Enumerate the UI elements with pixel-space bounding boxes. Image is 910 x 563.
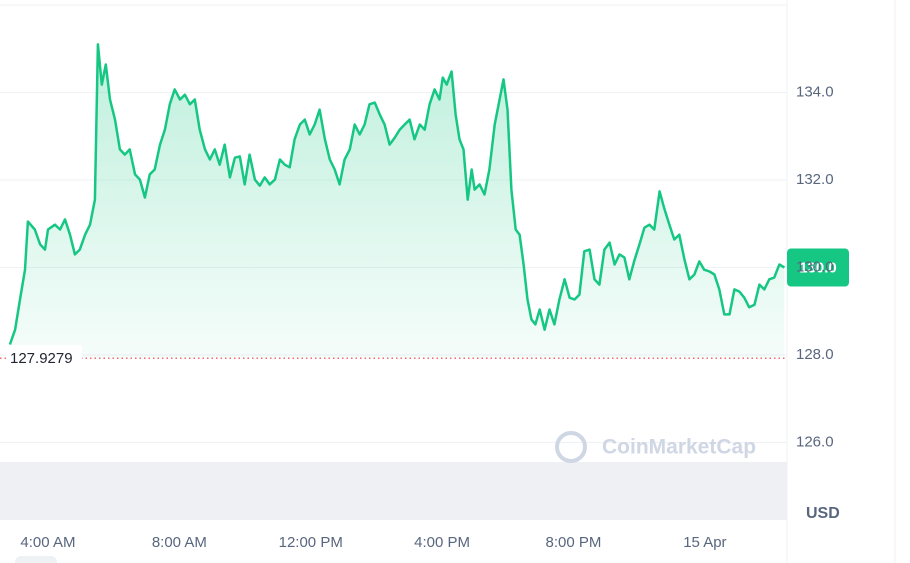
reference-label: 127.9279 [10,350,73,367]
current-price-label: 130.0 [799,260,837,277]
y-tick-label: 134.0 [796,83,834,100]
x-tick-label: 8:00 AM [152,534,207,551]
pill [15,556,57,563]
price-line [8,43,786,345]
reference-label-bg [6,345,82,370]
x-tick-label: 12:00 PM [279,534,343,551]
x-tick-label: 4:00 PM [414,534,470,551]
volume-area [0,462,787,520]
y-tick-label: 128.0 [796,346,834,363]
x-tick-label: 8:00 PM [546,534,602,551]
watermark-text: CoinMarketCap [602,436,756,459]
price-area [9,44,785,359]
currency-label: USD [806,505,840,522]
y-tick-label: 126.0 [796,434,834,451]
watermark: CoinMarketCap [555,431,756,463]
y-tick-label: 130.0 [796,259,834,276]
current-price-box [787,248,849,287]
y-tick-label: 132.0 [796,171,834,188]
x-tick-label: 4:00 AM [20,534,75,551]
x-tick-label: 15 Apr [683,534,726,551]
